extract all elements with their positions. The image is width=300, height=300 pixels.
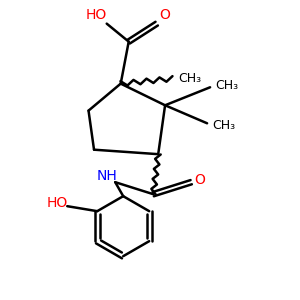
Text: HO: HO bbox=[46, 196, 68, 210]
Text: NH: NH bbox=[97, 169, 118, 183]
Text: CH₃: CH₃ bbox=[215, 79, 238, 92]
Text: O: O bbox=[194, 173, 205, 187]
Text: O: O bbox=[159, 8, 170, 22]
Text: CH₃: CH₃ bbox=[178, 72, 201, 85]
Text: HO: HO bbox=[86, 8, 107, 22]
Text: CH₃: CH₃ bbox=[212, 119, 236, 132]
